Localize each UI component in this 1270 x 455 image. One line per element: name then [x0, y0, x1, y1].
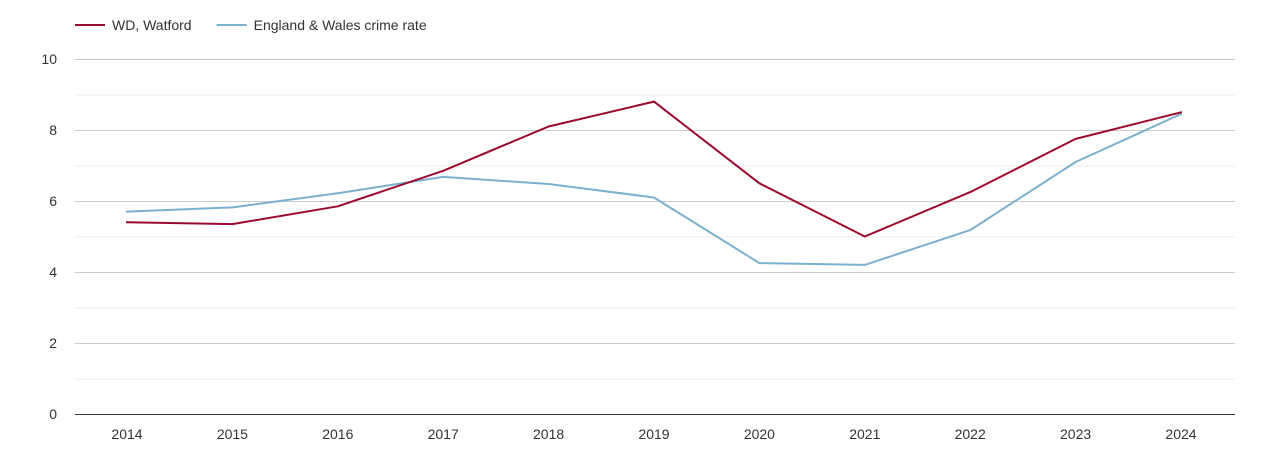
data-point [653, 100, 655, 103]
y-tick-label: 6 [49, 193, 57, 209]
y-tick-label: 10 [41, 51, 57, 67]
series-line [126, 113, 1182, 266]
data-point [442, 175, 445, 178]
y-tick-label: 4 [49, 264, 57, 280]
series-layer [126, 100, 1182, 266]
data-point [863, 263, 866, 266]
data-point [547, 125, 550, 128]
data-point [547, 182, 550, 185]
data-point [969, 191, 972, 194]
data-point [126, 210, 128, 213]
data-point [231, 206, 234, 209]
data-point [758, 182, 761, 185]
data-point [1180, 111, 1182, 114]
legend-item-1: WD, Watford [75, 17, 192, 33]
y-tick-label: 2 [49, 335, 57, 351]
legend: WD, Watford England & Wales crime rate [75, 17, 427, 33]
data-point [336, 192, 339, 195]
x-tick-label: 2019 [638, 426, 669, 442]
data-point [442, 169, 445, 172]
data-point [653, 196, 655, 199]
x-tick-label: 2014 [111, 426, 142, 442]
legend-label: WD, Watford [112, 17, 192, 33]
y-axis-tick-labels: 0 2 4 6 8 10 [41, 51, 57, 422]
x-tick-label: 2022 [955, 426, 986, 442]
data-point [1180, 113, 1182, 116]
data-point [1074, 160, 1077, 163]
data-point [336, 205, 339, 208]
x-axis-tick-labels: 2014 2015 2016 2017 2018 2019 2020 2021 2022 2023… [111, 426, 1196, 442]
y-tick-label: 0 [49, 406, 57, 422]
legend-label: England & Wales crime rate [254, 17, 427, 33]
x-tick-label: 2017 [428, 426, 459, 442]
data-point [231, 223, 234, 226]
x-tick-label: 2018 [533, 426, 564, 442]
data-point [758, 262, 761, 265]
x-tick-label: 2021 [849, 426, 880, 442]
x-tick-label: 2023 [1060, 426, 1091, 442]
series-line [126, 100, 1182, 238]
series-2 [126, 113, 1182, 266]
data-point [1074, 137, 1077, 140]
x-tick-label: 2016 [322, 426, 353, 442]
y-tick-label: 8 [49, 122, 57, 138]
legend-item-2: England & Wales crime rate [216, 17, 427, 33]
grid-lines [75, 59, 1235, 380]
series-1 [126, 100, 1182, 238]
data-point [863, 235, 866, 238]
x-tick-label: 2015 [217, 426, 248, 442]
x-tick-label: 2024 [1165, 426, 1196, 442]
data-point [969, 229, 972, 232]
data-point [126, 221, 128, 224]
x-tick-label: 2020 [744, 426, 775, 442]
